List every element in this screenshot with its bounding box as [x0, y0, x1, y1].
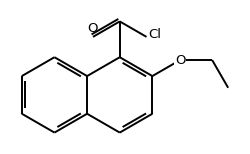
Text: Cl: Cl	[148, 28, 161, 41]
Text: O: O	[175, 54, 185, 67]
Text: O: O	[88, 22, 98, 35]
